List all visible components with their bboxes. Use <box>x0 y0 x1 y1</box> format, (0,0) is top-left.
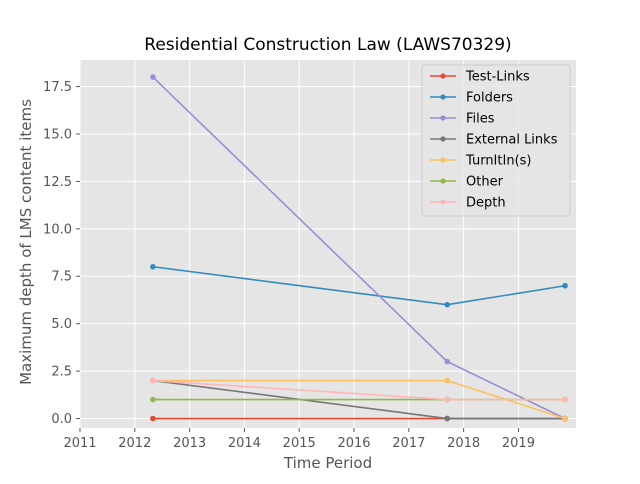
legend-swatch-marker <box>440 73 446 79</box>
chart-title: Residential Construction Law (LAWS70329) <box>144 35 511 55</box>
legend-label: Files <box>466 112 495 127</box>
data-point-depth <box>444 396 451 403</box>
x-tick-label: 2012 <box>118 436 151 451</box>
y-tick-label: 10.0 <box>43 222 72 237</box>
data-point-external-links <box>444 415 451 422</box>
x-tick-label: 2018 <box>447 436 480 451</box>
legend-label: External Links <box>466 133 558 148</box>
y-tick-label: 2.5 <box>51 365 72 380</box>
legend-swatch-marker <box>440 115 446 121</box>
y-tick-label: 15.0 <box>43 127 72 142</box>
x-tick-label: 2017 <box>392 436 425 451</box>
y-tick-label: 7.5 <box>51 270 72 285</box>
x-tick-label: 2016 <box>337 436 370 451</box>
legend-label: Depth <box>466 196 506 211</box>
series-folders <box>150 263 568 308</box>
legend-label: TurnItIn(s) <box>465 154 531 169</box>
data-point-turnitin-s <box>444 377 451 384</box>
data-point-folders <box>562 282 568 289</box>
legend-swatch-marker <box>440 157 446 163</box>
data-point-files <box>150 74 156 80</box>
data-point-test-links <box>150 415 156 422</box>
y-tick-label: 0.0 <box>51 412 72 427</box>
data-point-folders <box>150 263 156 270</box>
legend: Test-Links Folders Files External Links Turn… <box>421 64 571 217</box>
legend-swatch-marker <box>440 136 446 142</box>
data-point-other <box>150 396 156 403</box>
axis-ticks: 2011 2012 2013 2014 2015 2016 2017 2018 2019 0.0 2… <box>43 80 535 451</box>
legend-swatch-marker <box>440 199 446 205</box>
x-tick-label: 2019 <box>502 436 535 451</box>
y-tick-label: 17.5 <box>43 80 72 95</box>
data-point-files <box>444 358 451 365</box>
series-group <box>150 74 568 422</box>
legend-label: Other <box>466 175 504 190</box>
x-tick-label: 2011 <box>63 436 96 451</box>
x-tick-label: 2014 <box>228 436 261 451</box>
data-point-folders <box>444 301 451 308</box>
y-tick-label: 12.5 <box>43 175 72 190</box>
y-axis-label: Maximum depth of LMS content items <box>17 99 35 385</box>
legend-label: Test-Links <box>465 70 530 85</box>
data-point-turnitin-s <box>562 415 568 422</box>
data-point-depth <box>562 396 568 403</box>
x-axis-label: Time Period <box>283 454 372 472</box>
series-depth <box>150 377 568 403</box>
legend-swatch-marker <box>440 94 446 100</box>
legend-box <box>421 64 571 217</box>
x-tick-label: 2015 <box>283 436 316 451</box>
y-tick-label: 5.0 <box>51 317 72 332</box>
data-point-depth <box>150 377 156 384</box>
legend-label: Folders <box>466 91 513 106</box>
x-tick-label: 2013 <box>173 436 206 451</box>
legend-swatch-marker <box>440 178 446 184</box>
